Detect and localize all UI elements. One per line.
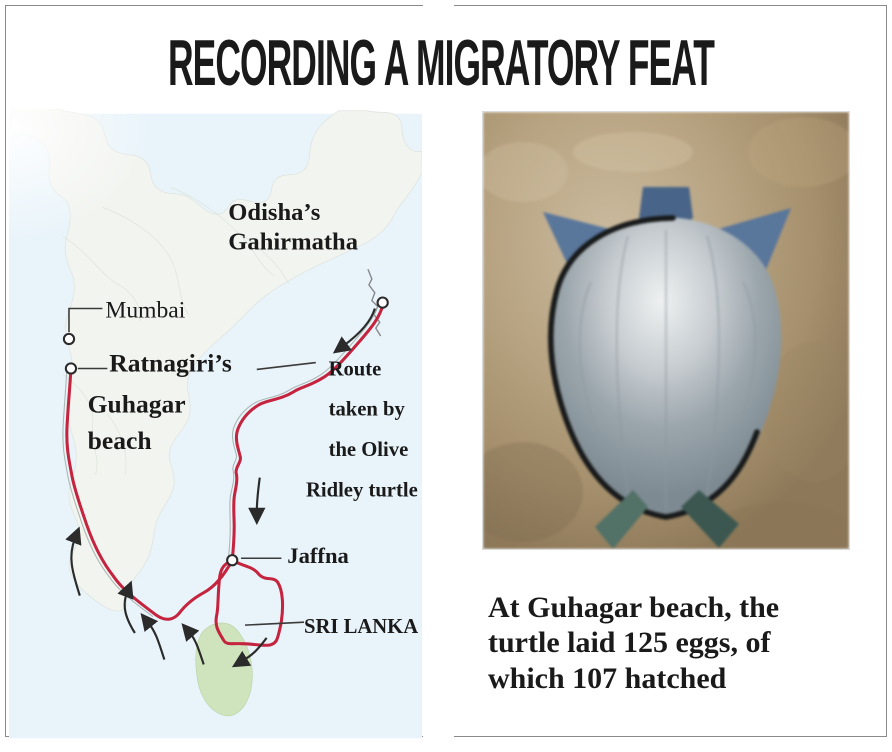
svg-text:Jaffna: Jaffna — [287, 543, 349, 568]
svg-text:the Olive: the Olive — [329, 439, 409, 461]
svg-text:beach: beach — [88, 426, 152, 455]
svg-text:SRI LANKA: SRI LANKA — [304, 616, 418, 638]
svg-text:Ratnagiri’s: Ratnagiri’s — [109, 348, 232, 377]
svg-text:Odisha’s: Odisha’s — [228, 199, 320, 226]
svg-text:Guhagar: Guhagar — [88, 390, 186, 419]
svg-text:Route: Route — [329, 358, 382, 380]
svg-text:Ridley turtle: Ridley turtle — [306, 479, 418, 501]
svg-text:Mumbai: Mumbai — [105, 297, 185, 323]
svg-text:Gahirmatha: Gahirmatha — [228, 228, 358, 255]
svg-text:taken by: taken by — [329, 399, 406, 421]
